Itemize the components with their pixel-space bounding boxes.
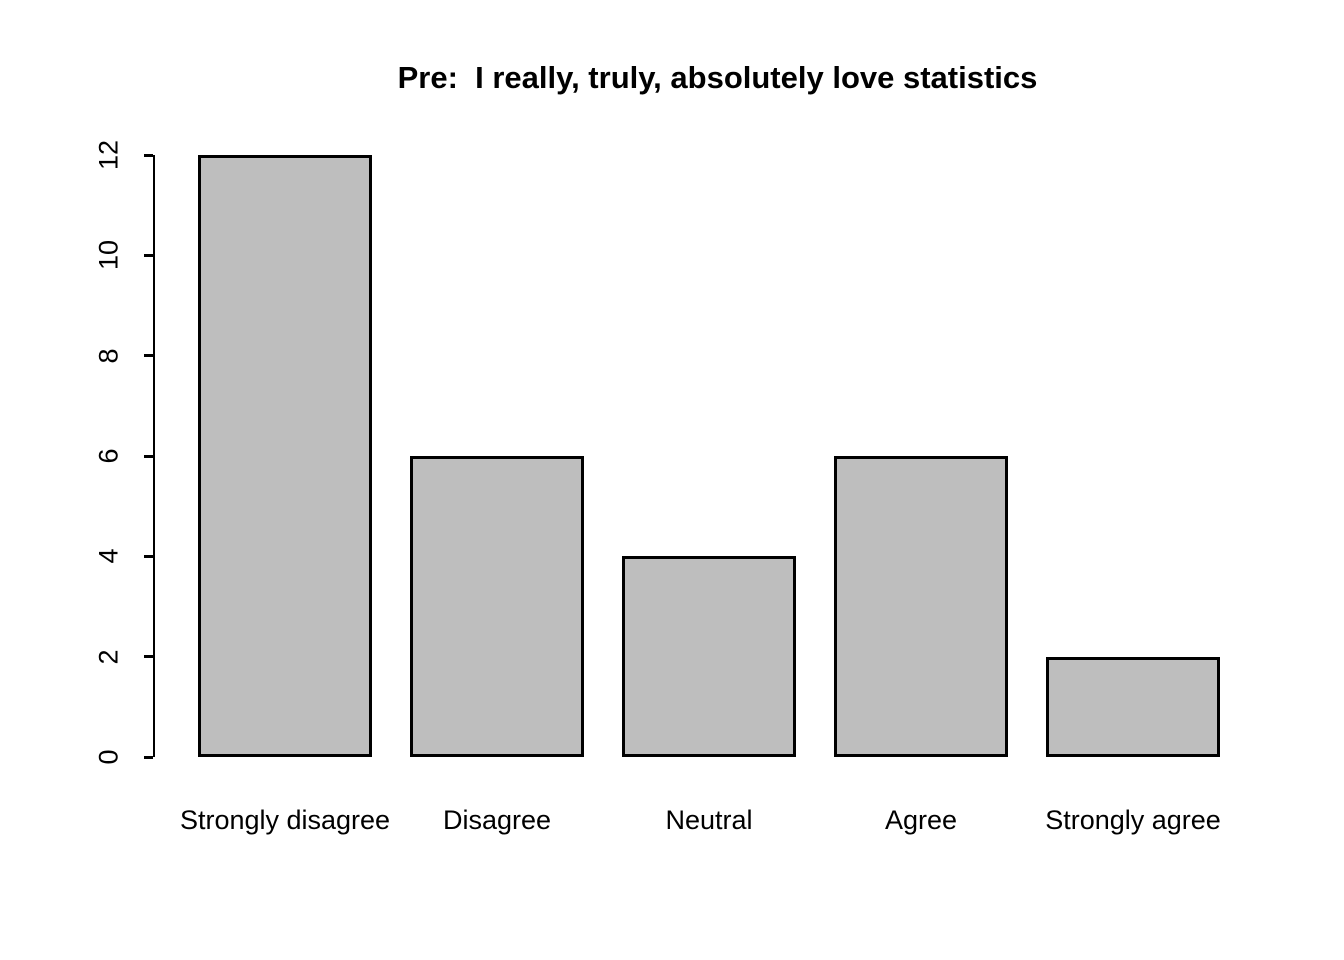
y-axis-tick [144,354,153,358]
plot-area: 0 2 4 6 8 10 12 [94,140,1280,765]
y-axis-tick [144,153,153,157]
y-axis-tick-label: 6 [93,448,124,464]
y-axis-tick-label: 2 [93,649,124,665]
y-axis-tick-label: 12 [93,139,124,171]
x-axis-labels: Strongly disagree Disagree Neutral Agree Str… [155,757,1280,847]
y-axis-tick [144,755,153,759]
x-axis-category-label: Strongly disagree [179,805,391,835]
y-axis-line [153,155,155,757]
bar-neutral [622,556,796,757]
x-axis-category-label: Agree [884,805,958,835]
bar-strongly-disagree [198,155,372,757]
y-axis-tick [144,655,153,659]
y-axis-tick [144,253,153,257]
x-axis-category-label: Strongly agree [1045,805,1221,835]
bar-disagree [410,456,584,757]
chart-title: Pre: I really, truly, absolutely love st… [397,60,1038,95]
y-axis-tick-label: 8 [93,348,124,364]
y-axis-tick-label: 0 [93,749,124,765]
x-axis-category-label: Disagree [442,805,552,835]
y-axis-tick [144,454,153,458]
bar-agree [834,456,1008,757]
y-axis-tick [144,554,153,558]
y-axis-tick-label: 10 [93,240,124,271]
bar-strongly-agree [1046,657,1220,757]
y-axis-tick-label: 4 [93,548,124,564]
x-axis-category-label: Neutral [665,805,753,835]
